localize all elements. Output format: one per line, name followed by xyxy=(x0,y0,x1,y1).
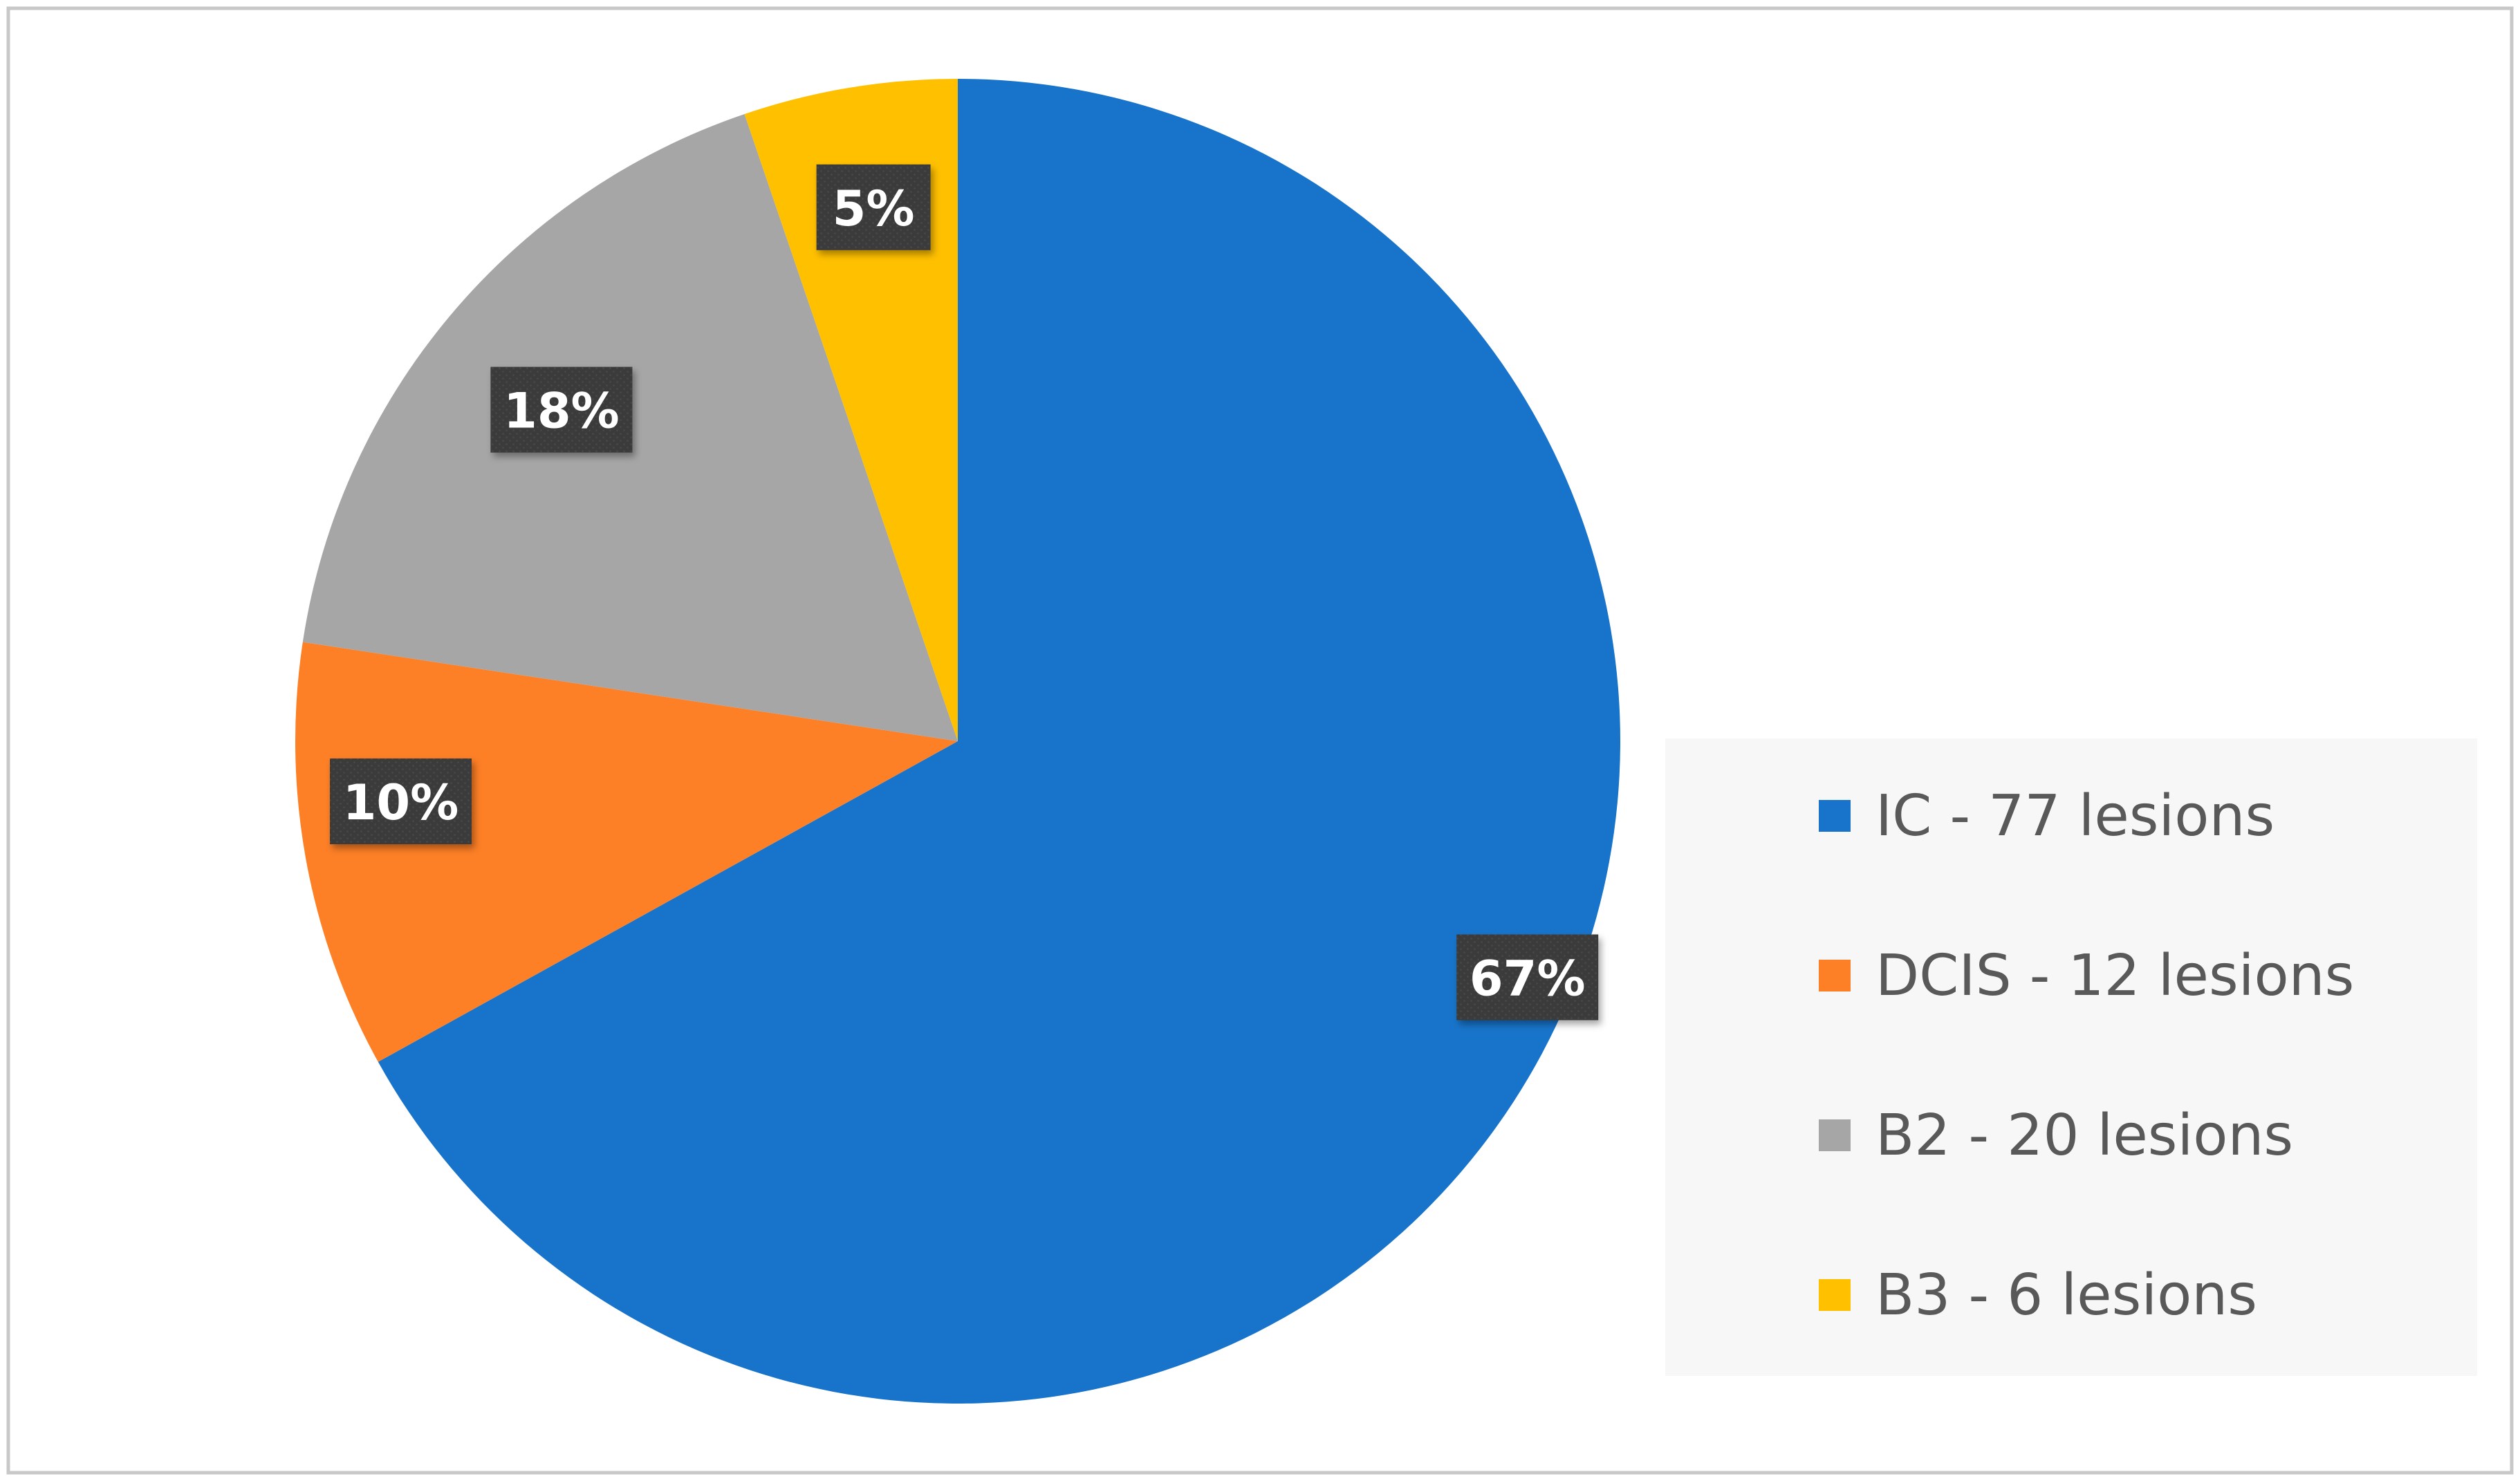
legend-panel xyxy=(1665,738,2477,1376)
legend-swatch xyxy=(1819,1279,1851,1311)
legend-label: IC - 77 lesions xyxy=(1875,783,2275,849)
legend-swatch xyxy=(1819,800,1851,832)
pie-slice-dcis xyxy=(295,642,958,1062)
legend-swatch xyxy=(1819,960,1851,991)
legend-swatch xyxy=(1819,1119,1851,1151)
pie-slice-ic xyxy=(378,79,1620,1404)
data-label-ic: 67% xyxy=(1456,934,1599,1021)
legend-label: B3 - 6 lesions xyxy=(1875,1263,2257,1328)
data-label-dcis: 10% xyxy=(330,758,472,844)
legend-label: DCIS - 12 lesions xyxy=(1875,943,2354,1009)
data-label-text: 10% xyxy=(343,774,459,831)
data-label-box xyxy=(330,758,472,844)
data-label-box xyxy=(816,164,931,250)
data-label-text: 5% xyxy=(833,180,915,237)
legend-item-b3: B3 - 6 lesions xyxy=(1819,1263,2257,1328)
data-label-b2: 18% xyxy=(490,366,633,453)
data-label-box xyxy=(490,366,633,453)
legend-item-dcis: DCIS - 12 lesions xyxy=(1819,943,2354,1009)
data-label-text: 18% xyxy=(503,383,620,440)
data-label-b3: 5% xyxy=(816,164,931,250)
legend-label: B2 - 20 lesions xyxy=(1875,1103,2293,1168)
pie-chart xyxy=(295,79,1620,1404)
legend-item-b2: B2 - 20 lesions xyxy=(1819,1103,2293,1168)
pie-data-labels: 67% 10% 18% 5% xyxy=(330,164,1599,1021)
legend-item-ic: IC - 77 lesions xyxy=(1819,783,2275,849)
legend: IC - 77 lesions DCIS - 12 lesions B2 - 20 … xyxy=(1819,783,2354,1328)
data-label-text: 67% xyxy=(1470,951,1586,1007)
data-label-box xyxy=(1456,934,1599,1021)
